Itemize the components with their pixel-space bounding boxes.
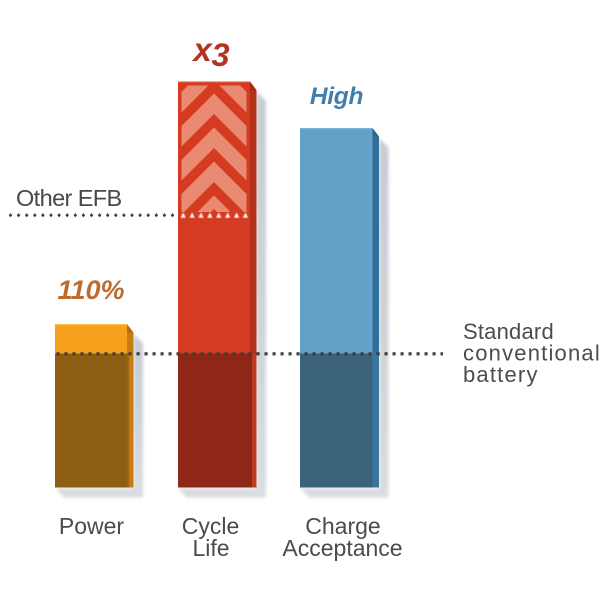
svg-text:conventional: conventional bbox=[463, 341, 600, 366]
svg-text:Other EFB: Other EFB bbox=[16, 185, 122, 211]
svg-text:x: x bbox=[191, 31, 213, 68]
svg-text:Cycle: Cycle bbox=[182, 513, 240, 539]
svg-text:Power: Power bbox=[59, 513, 125, 539]
svg-text:110%: 110% bbox=[57, 275, 124, 305]
svg-text:Life: Life bbox=[192, 535, 229, 561]
svg-text:Acceptance: Acceptance bbox=[282, 535, 402, 561]
svg-text:Standard: Standard bbox=[463, 319, 554, 344]
svg-text:Charge: Charge bbox=[305, 513, 380, 539]
svg-text:High: High bbox=[310, 83, 363, 110]
svg-text:3: 3 bbox=[211, 37, 229, 73]
svg-text:battery: battery bbox=[463, 362, 539, 387]
